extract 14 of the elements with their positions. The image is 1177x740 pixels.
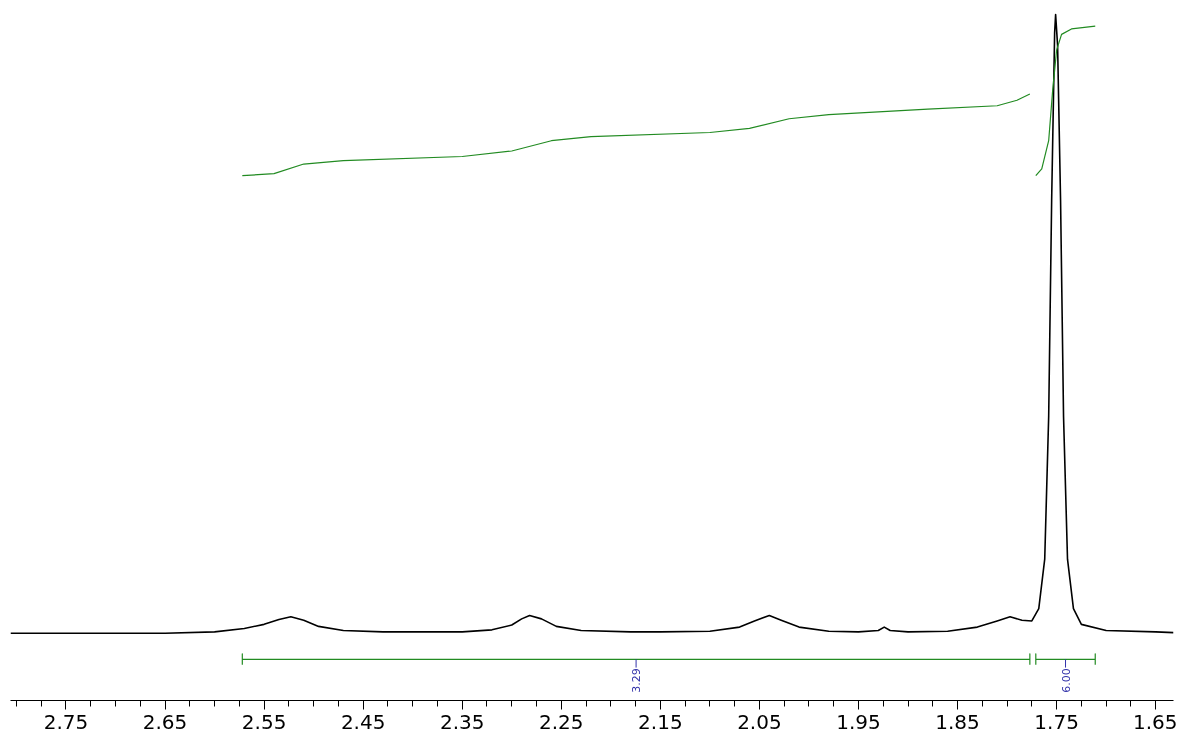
x-tick-label: 2.65 — [142, 709, 188, 734]
x-tick-label: 2.05 — [737, 709, 782, 734]
x-tick-label: 2.15 — [638, 709, 683, 734]
x-tick-label: 2.35 — [439, 709, 485, 734]
x-tick-label: 1.75 — [1034, 709, 1079, 734]
x-tick-label: 2.75 — [43, 709, 89, 734]
x-tick-label: 2.25 — [539, 709, 584, 734]
x-tick-label: 2.45 — [340, 709, 386, 734]
x-tick-label: 1.95 — [836, 709, 881, 734]
annotation: 3.29 — [630, 668, 644, 693]
annotation: 6.00 — [1059, 668, 1073, 693]
x-tick-label: 2.55 — [241, 709, 287, 734]
x-tick-label: 1.65 — [1132, 709, 1177, 734]
x-tick-label: 1.85 — [935, 709, 980, 734]
